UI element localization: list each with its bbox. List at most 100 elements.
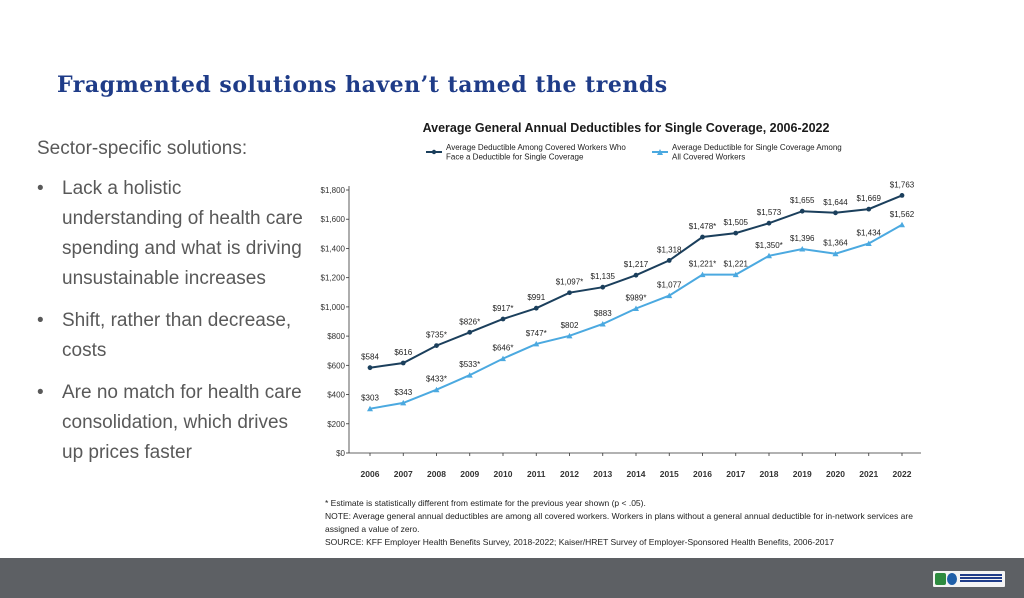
data-point [733,230,739,236]
series-line-all-workers [369,223,903,410]
x-tick-label: 2006 [361,469,380,479]
data-point [500,316,506,322]
x-tick-label: 2019 [793,469,812,479]
x-tick-label: 2009 [460,469,479,479]
data-point [433,386,440,393]
x-tick-label: 2011 [527,469,546,479]
logo-globe-icon [947,573,957,585]
bullet-text: Shift, rather than decrease, costs [62,310,292,361]
x-tick-label: 2020 [826,469,845,479]
note-source: SOURCE: KFF Employer Health Benefits Sur… [325,537,834,547]
data-point [865,240,872,246]
bullet-dot-icon: • [37,382,44,403]
data-point [600,284,606,290]
data-label: $1,434 [857,228,882,237]
x-tick-label: 2007 [394,469,413,479]
x-tick-label: 2010 [494,469,513,479]
legend-label: Average Deductible for Single Coverage A… [672,143,842,152]
data-label: $989* [626,293,647,302]
y-tick-label: $1,200 [321,274,346,283]
legend-label: Face a Deductible for Single Coverage [446,153,584,162]
data-label: $1,221 [724,260,749,269]
data-label: $616 [394,348,412,357]
data-label: $883 [594,309,612,318]
data-point [533,340,540,347]
data-label: $1,505 [724,218,749,227]
x-tick-label: 2017 [726,469,745,479]
x-tick-label: 2008 [427,469,446,479]
bullet-item: • Are no match for health care consolidat… [37,378,307,468]
data-label: $1,763 [890,180,915,189]
x-tick-label: 2013 [593,469,612,479]
data-label: $1,396 [790,234,815,243]
data-point [666,292,673,299]
data-label: $1,135 [591,272,616,281]
legend-swatch-marker [431,149,437,155]
data-point [633,272,639,278]
logo-wordmark [960,574,1002,584]
legend-label: All Covered Workers [672,153,745,162]
data-point [567,290,572,296]
data-label: $533* [459,360,480,369]
data-point [699,271,706,278]
data-label: $735* [426,331,447,340]
bullet-dot-icon: • [37,178,44,199]
data-label: $433* [426,375,447,384]
x-tick-label: 2015 [660,469,679,479]
x-tick-label: 2021 [859,469,878,479]
data-point [666,258,672,263]
y-tick-label: $1,400 [321,244,346,253]
slide-title: Fragmented solutions haven’t tamed the t… [57,72,668,98]
data-label: $303 [361,394,379,403]
data-point [866,206,872,212]
organization-logo [933,571,1005,587]
data-point [400,360,406,366]
y-tick-label: $200 [327,420,345,429]
chart-notes: * Estimate is statistically different fr… [325,497,925,549]
data-point [500,355,506,362]
data-label: $1,097* [556,278,584,287]
series-line-face-deductible [369,194,903,369]
bullet-item: • Lack a holistic understanding of health… [37,174,307,294]
x-tick-label: 2014 [627,469,646,479]
chart-title: Average General Annual Deductibles for S… [423,121,830,135]
data-point [566,332,573,339]
data-point [400,399,407,406]
data-point [533,305,539,311]
data-label: $1,644 [823,198,848,207]
data-point [899,193,905,198]
data-label: $584 [361,353,379,362]
logo-leaf-icon [935,573,946,585]
data-point [367,405,373,412]
bullet-text: Are no match for health care consolidati… [62,382,302,463]
data-point [434,343,439,349]
data-label: $646* [493,344,514,353]
data-point [732,271,739,278]
note-definition: NOTE: Average general annual deductibles… [325,511,913,534]
data-label: $1,562 [890,210,915,219]
data-point [833,210,838,216]
data-point [899,221,905,228]
y-tick-label: $600 [327,361,345,370]
data-point [633,305,639,311]
data-point [766,252,772,259]
data-label: $802 [561,321,579,330]
data-point [599,320,606,327]
bullet-text: Lack a holistic understanding of health … [62,178,303,289]
data-label: $1,573 [757,208,782,217]
data-label: $1,478* [689,222,717,231]
y-tick-label: $1,000 [321,303,346,312]
legend-label: Average Deductible Among Covered Workers… [446,143,626,152]
data-label: $1,221* [689,260,717,269]
data-label: $343 [394,388,412,397]
bullet-panel: Sector-specific solutions: • Lack a holis… [37,138,307,480]
x-tick-label: 2012 [560,469,579,479]
legend-swatch-marker [657,149,663,155]
data-point [700,234,705,240]
data-label: $1,077 [657,281,682,290]
x-tick-label: 2018 [760,469,779,479]
x-tick-label: 2016 [693,469,712,479]
data-point [466,372,473,378]
data-label: $1,655 [790,196,815,205]
data-point [799,208,805,214]
